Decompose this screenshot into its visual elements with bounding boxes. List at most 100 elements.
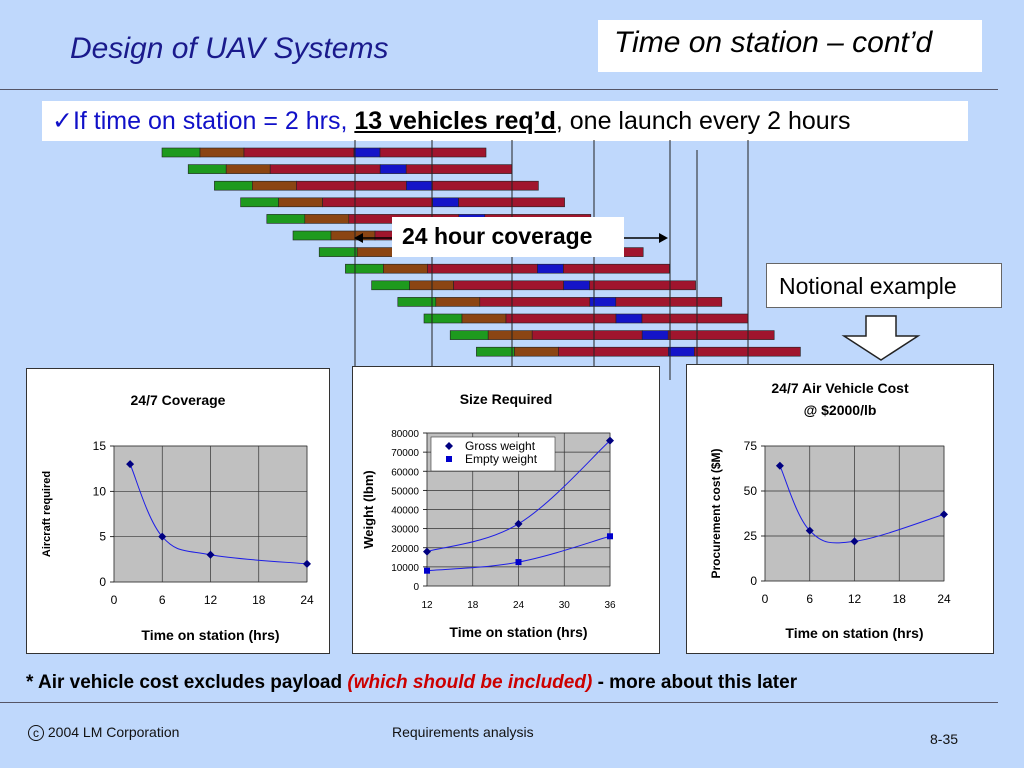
legend-entry: Gross weight — [465, 439, 536, 453]
timeline-segment — [199, 147, 245, 158]
footnote-lead: * Air vehicle cost excludes payload — [26, 672, 343, 693]
x-tick-label: 18 — [252, 593, 266, 607]
timeline-segment — [406, 180, 433, 191]
timeline-segment — [537, 263, 564, 274]
timeline-segment — [266, 214, 306, 224]
timeline-segment — [461, 313, 507, 324]
timeline-segment — [432, 180, 539, 191]
y-axis-label: Procurement cost ($M) — [709, 448, 723, 578]
coverage-label: 24 hour coverage — [392, 217, 624, 257]
timeline-segment — [379, 147, 487, 158]
timeline-segment — [479, 297, 591, 307]
x-tick-label: 0 — [762, 592, 769, 606]
timeline-segment — [161, 147, 201, 158]
timeline-segment — [187, 164, 227, 174]
bullet-statement: ✓If time on station = 2 hrs, 13 vehicles… — [42, 101, 968, 141]
y-tick-label: 15 — [93, 439, 107, 453]
data-point — [303, 559, 311, 568]
down-arrow-icon — [841, 315, 921, 361]
check-icon: ✓ — [52, 107, 73, 135]
timeline-segment — [694, 346, 801, 357]
legend-marker — [445, 442, 453, 450]
y-tick-label: 70000 — [391, 448, 419, 459]
timeline-segment — [345, 263, 384, 274]
timeline-segment — [405, 164, 513, 174]
footnote-highlight: (which should be included) — [347, 672, 593, 693]
data-point — [606, 436, 614, 445]
x-tick-label: 12 — [421, 600, 433, 611]
x-tick-label: 6 — [806, 592, 813, 606]
copyright-text: 2004 LM Corporation — [47, 724, 180, 740]
data-point — [206, 550, 215, 559]
y-axis-label: Weight (lbm) — [361, 470, 376, 548]
data-point — [158, 532, 167, 541]
bullet-suffix: , one launch every 2 hours — [555, 107, 851, 135]
chart-title: Size Required — [460, 391, 553, 407]
copyright: c 2004 LM Corporation — [28, 724, 180, 742]
left-arrow-icon — [354, 233, 392, 243]
coverage-chart-panel: 24/7 Coverage 0 6 12 18 24 0 5 10 15 Time on stati… — [26, 368, 330, 654]
y-tick-label: 20000 — [391, 544, 419, 555]
timeline-segment — [214, 180, 253, 191]
timeline-segment — [379, 164, 407, 174]
data-point — [940, 510, 948, 519]
size-chart-panel: Size Required 12 18 24 30 36 0 10000 20000 30000 4… — [352, 366, 660, 654]
x-tick-label: 12 — [204, 593, 218, 607]
timeline-segment — [505, 313, 617, 324]
timeline-segment — [615, 297, 723, 307]
vehicles-required: 13 vehicles req’d — [354, 107, 556, 135]
trendline — [779, 465, 945, 544]
chart-title: 24/7 Air Vehicle Cost — [771, 380, 909, 396]
footnote: * Air vehicle cost excludes payload (whi… — [26, 672, 797, 694]
footer-center: Requirements analysis — [392, 724, 534, 740]
data-point — [514, 519, 523, 528]
timeline-segment — [353, 147, 381, 158]
chart-subtitle: @ $2000/lb — [804, 402, 877, 418]
timeline-segment — [487, 330, 533, 340]
timeline-segment — [371, 280, 410, 291]
y-tick-label: 40000 — [391, 506, 419, 517]
chart-title: 24/7 Coverage — [131, 392, 226, 408]
timeline-segment — [397, 297, 437, 307]
y-tick-label: 10000 — [391, 563, 419, 574]
y-tick-label: 25 — [744, 529, 758, 543]
data-point — [424, 567, 430, 574]
bullet-prefix: If time on station = 2 hrs, — [72, 107, 348, 135]
section-title: Time on station – cont’d — [598, 20, 982, 72]
x-tick-label: 36 — [604, 600, 616, 611]
y-tick-label: 0 — [750, 574, 757, 588]
timeline-segment — [563, 263, 670, 274]
timeline-segment — [252, 180, 297, 191]
timeline-segment — [427, 263, 538, 274]
x-tick-label: 24 — [300, 593, 314, 607]
timeline-segment — [514, 346, 559, 357]
y-tick-label: 75 — [744, 439, 758, 453]
y-tick-label: 0 — [413, 582, 419, 593]
x-tick-label: 6 — [159, 593, 166, 607]
x-tick-label: 30 — [559, 600, 571, 611]
data-point — [775, 461, 784, 470]
y-tick-label: 5 — [99, 530, 106, 544]
timeline-segment — [423, 313, 463, 324]
timeline-segment — [296, 180, 407, 191]
timeline-segment — [453, 280, 564, 291]
timeline-segment — [432, 197, 459, 208]
y-axis-label: Aircraft required — [41, 471, 53, 557]
timeline-segment — [476, 346, 515, 357]
timeline-segment — [304, 214, 350, 224]
coverage-chart: 24/7 Coverage 0 6 12 18 24 0 5 10 15 Time on stati… — [41, 392, 314, 643]
y-tick-label: 0 — [99, 575, 106, 589]
data-point — [805, 526, 814, 535]
timeline-segment — [318, 247, 358, 257]
y-tick-label: 10 — [93, 484, 107, 498]
notional-example-label: Notional example — [766, 263, 1002, 308]
timeline-segment — [615, 313, 643, 324]
x-tick-label: 18 — [467, 600, 479, 611]
timeline-segment — [531, 330, 643, 340]
page-number: 8-35 — [930, 731, 959, 747]
x-axis-label: Time on station (hrs) — [449, 624, 587, 640]
timeline-segment — [558, 346, 669, 357]
data-point — [423, 547, 431, 556]
timeline-segment — [322, 197, 433, 208]
